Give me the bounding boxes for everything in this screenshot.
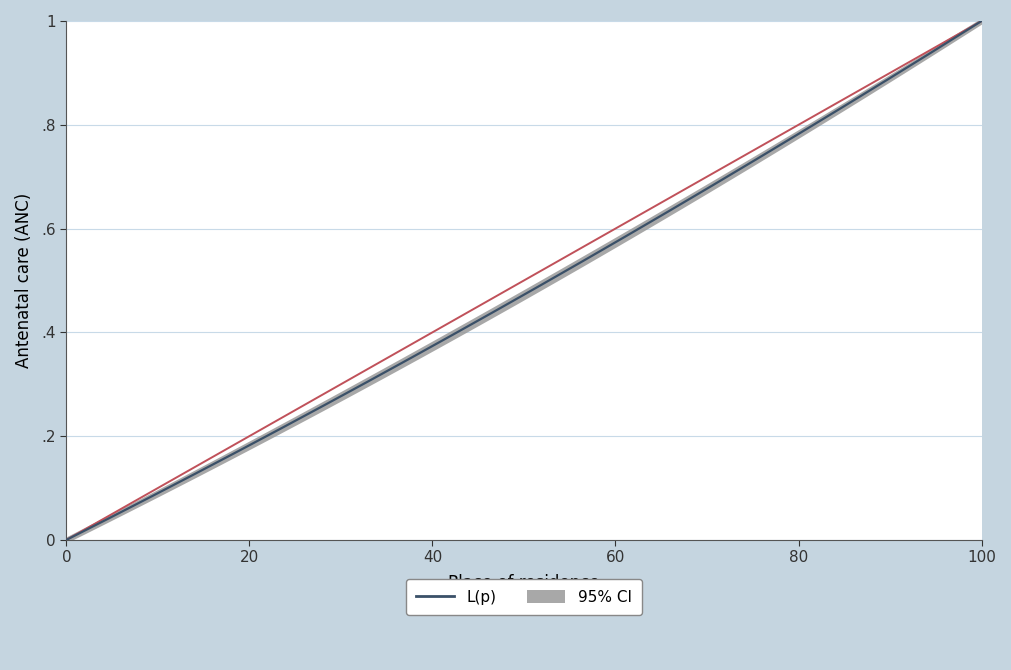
Y-axis label: Antenatal care (ANC): Antenatal care (ANC): [15, 193, 33, 368]
X-axis label: Place of residence: Place of residence: [448, 574, 600, 592]
Legend: L(p), 95% CI: L(p), 95% CI: [405, 579, 642, 615]
